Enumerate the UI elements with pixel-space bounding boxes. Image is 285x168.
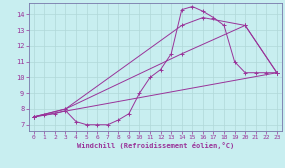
X-axis label: Windchill (Refroidissement éolien,°C): Windchill (Refroidissement éolien,°C) <box>77 142 234 149</box>
